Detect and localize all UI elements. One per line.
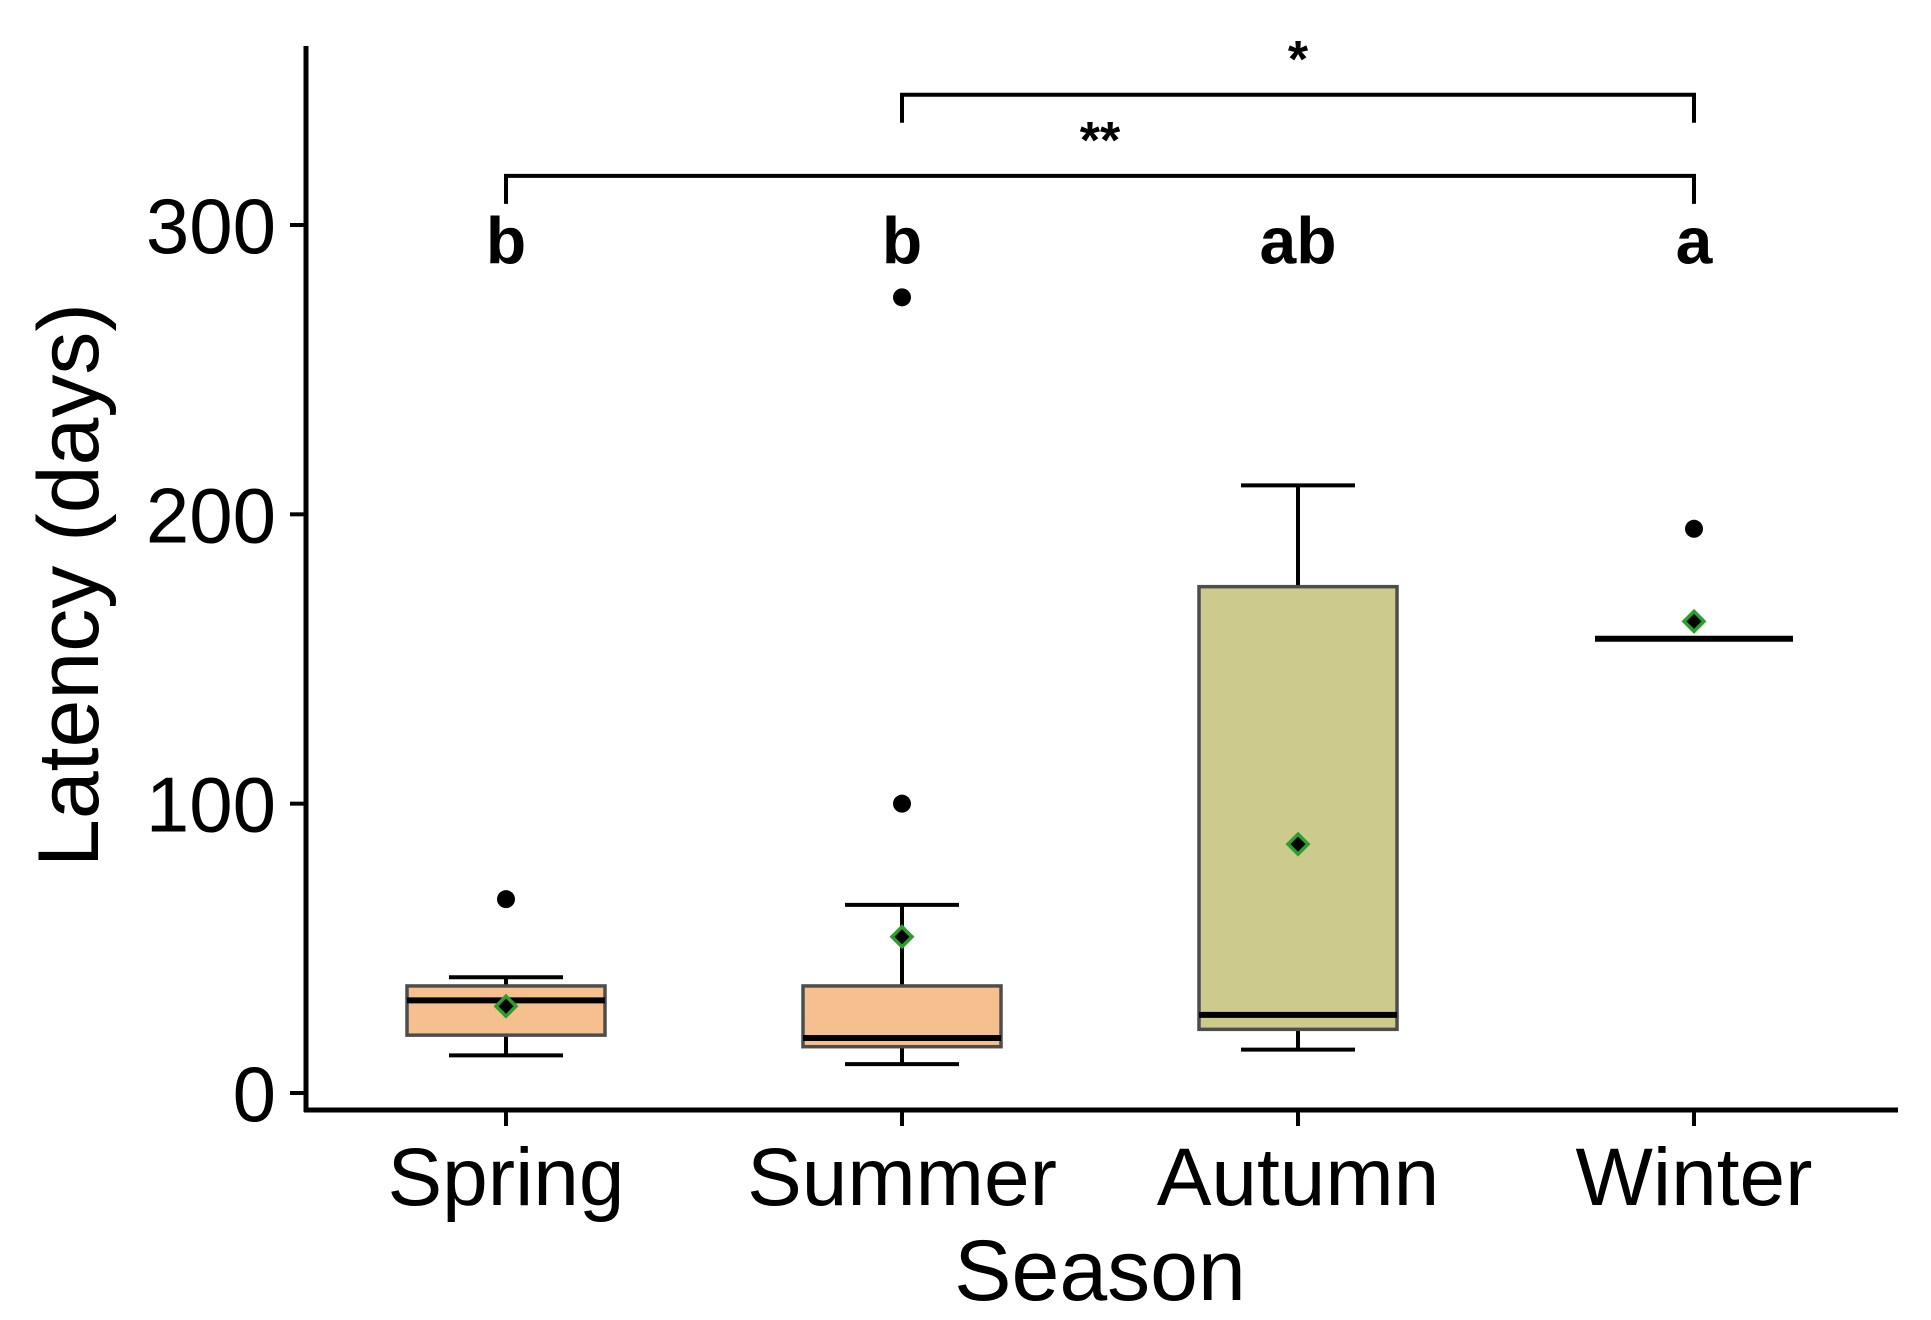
axes: [290, 46, 1898, 1126]
winter-group-letter: a: [1676, 203, 1714, 277]
significance-label-1: *: [1288, 31, 1309, 89]
autumn-group-letter: ab: [1259, 203, 1336, 277]
box-group-spring: [405, 890, 607, 1058]
x-tick-label-winter: Winter: [1576, 1132, 1813, 1223]
significance-label-2: **: [1080, 112, 1121, 170]
spring-group-letter: b: [486, 203, 526, 277]
autumn-mean-marker: [1285, 831, 1311, 857]
x-axis-title: Season: [954, 1223, 1246, 1319]
summer-group-letter: b: [882, 203, 922, 277]
y-tick-label-0: 0: [233, 1050, 276, 1138]
autumn-box: [1197, 584, 1399, 1032]
box-group-autumn: [1197, 483, 1399, 1052]
winter-outlier-1: [1685, 519, 1703, 538]
significance-bracket-2: [504, 173, 1696, 204]
x-tick-label-summer: Summer: [747, 1132, 1057, 1223]
significance-bracket-1: [900, 92, 1696, 123]
summer-mean-marker: [889, 924, 915, 950]
x-tick-label-spring: Spring: [387, 1132, 624, 1223]
winter-mean-marker: [1681, 608, 1707, 634]
box-group-summer: [801, 288, 1003, 1067]
y-axis-title: Latency (days): [21, 303, 117, 867]
y-tick-label-300: 300: [146, 182, 276, 270]
y-tick-label-200: 200: [146, 471, 276, 559]
plot-area: [405, 92, 1793, 1067]
x-tick-label-autumn: Autumn: [1157, 1132, 1440, 1223]
summer-outlier-1: [893, 794, 911, 813]
spring-mean-marker: [493, 993, 519, 1019]
spring-outlier-1: [497, 890, 515, 909]
summer-outlier-2: [893, 288, 911, 307]
box-group-winter: [1595, 519, 1793, 642]
y-tick-label-100: 100: [146, 761, 276, 849]
